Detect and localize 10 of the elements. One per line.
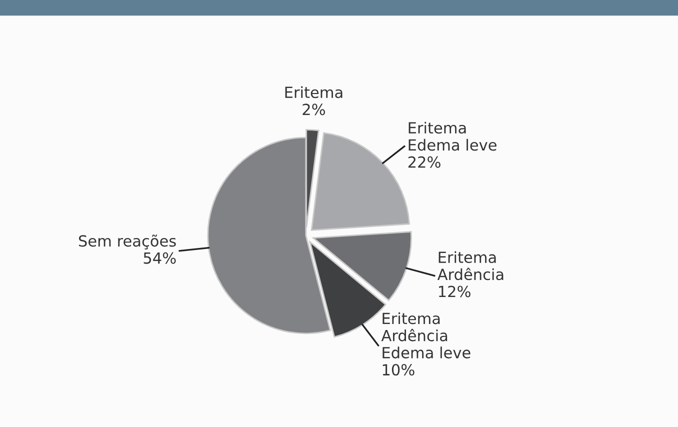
slice-label: Eritema Ardência: [437, 251, 504, 280]
slice-label: Eritema Edema leve: [408, 122, 496, 151]
slice-label: Eritema Ardência Edema leve: [381, 312, 470, 358]
data-label: 22%: [408, 156, 440, 168]
data-label: 12%: [439, 286, 470, 298]
slice-label: Eritema: [285, 86, 342, 98]
data-label: 54%: [144, 252, 176, 264]
data-label: 10%: [382, 364, 414, 376]
slice-label: Sem reações: [78, 234, 176, 250]
data-label: 2%: [302, 104, 325, 116]
